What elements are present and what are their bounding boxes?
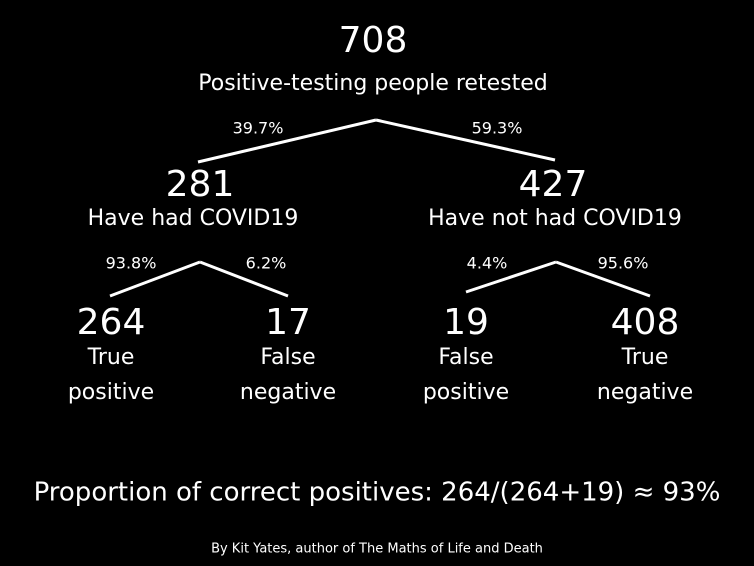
leaf-label: True [87,345,135,370]
branch [375,118,556,162]
edge-label: 93.8% [106,254,157,273]
branch [555,260,651,298]
node-count: 427 [519,164,588,205]
leaf-label: False [260,345,315,370]
leaf-count: 19 [443,302,489,343]
footer: Proportion of correct positives: 264/(26… [34,478,721,508]
leaf-label: positive [423,380,509,405]
edge-label: 95.6% [598,254,649,273]
leaf-count: 264 [77,302,146,343]
edge-label: 4.4% [467,254,508,273]
root-count: 708 [339,20,408,61]
edge-label: 6.2% [246,254,287,273]
root-label: Positive-testing people retested [198,71,547,96]
branch [109,260,201,298]
leaf-count: 17 [265,302,311,343]
leaf-label: True [621,345,669,370]
edge-label: 59.3% [472,119,523,138]
credit: By Kit Yates, author of The Maths of Lif… [211,542,543,557]
leaf-label: False [438,345,493,370]
node-label: Have not had COVID19 [428,206,682,231]
node-count: 281 [166,164,235,205]
node-label: Have had COVID19 [88,206,299,231]
leaf-count: 408 [611,302,680,343]
leaf-label: negative [597,380,693,405]
branch [197,118,377,164]
leaf-label: negative [240,380,336,405]
edge-label: 39.7% [233,119,284,138]
leaf-label: positive [68,380,154,405]
branch [465,260,557,294]
branch [199,260,289,298]
